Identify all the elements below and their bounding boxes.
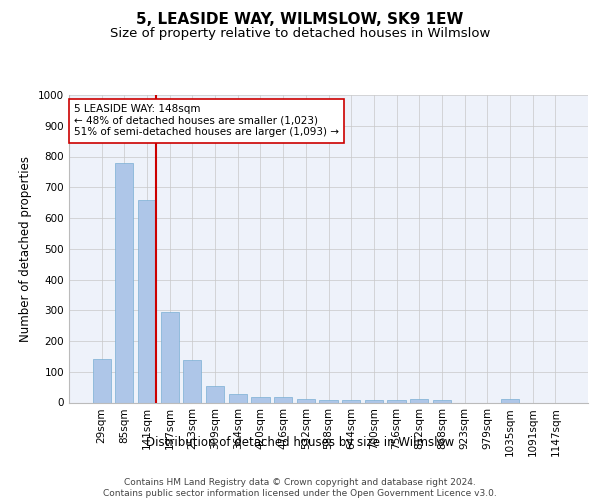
Text: Size of property relative to detached houses in Wilmslow: Size of property relative to detached ho…	[110, 28, 490, 40]
Bar	[297, 398, 315, 402]
Bar	[388, 400, 406, 402]
Bar	[319, 400, 338, 402]
Bar	[138, 200, 156, 402]
Text: 5 LEASIDE WAY: 148sqm
← 48% of detached houses are smaller (1,023)
51% of semi-d: 5 LEASIDE WAY: 148sqm ← 48% of detached …	[74, 104, 339, 138]
Bar	[501, 400, 519, 402]
Bar	[161, 312, 179, 402]
Bar	[342, 400, 360, 402]
Bar	[251, 397, 269, 402]
Bar	[274, 397, 292, 402]
Bar	[115, 164, 133, 402]
Text: Contains HM Land Registry data © Crown copyright and database right 2024.
Contai: Contains HM Land Registry data © Crown c…	[103, 478, 497, 498]
Bar	[92, 360, 111, 403]
Bar	[410, 400, 428, 402]
Y-axis label: Number of detached properties: Number of detached properties	[19, 156, 32, 342]
Bar	[184, 360, 202, 403]
Bar	[229, 394, 247, 402]
Text: Distribution of detached houses by size in Wilmslow: Distribution of detached houses by size …	[146, 436, 454, 449]
Bar	[365, 400, 383, 402]
Bar	[433, 400, 451, 402]
Text: 5, LEASIDE WAY, WILMSLOW, SK9 1EW: 5, LEASIDE WAY, WILMSLOW, SK9 1EW	[136, 12, 464, 28]
Bar	[206, 386, 224, 402]
